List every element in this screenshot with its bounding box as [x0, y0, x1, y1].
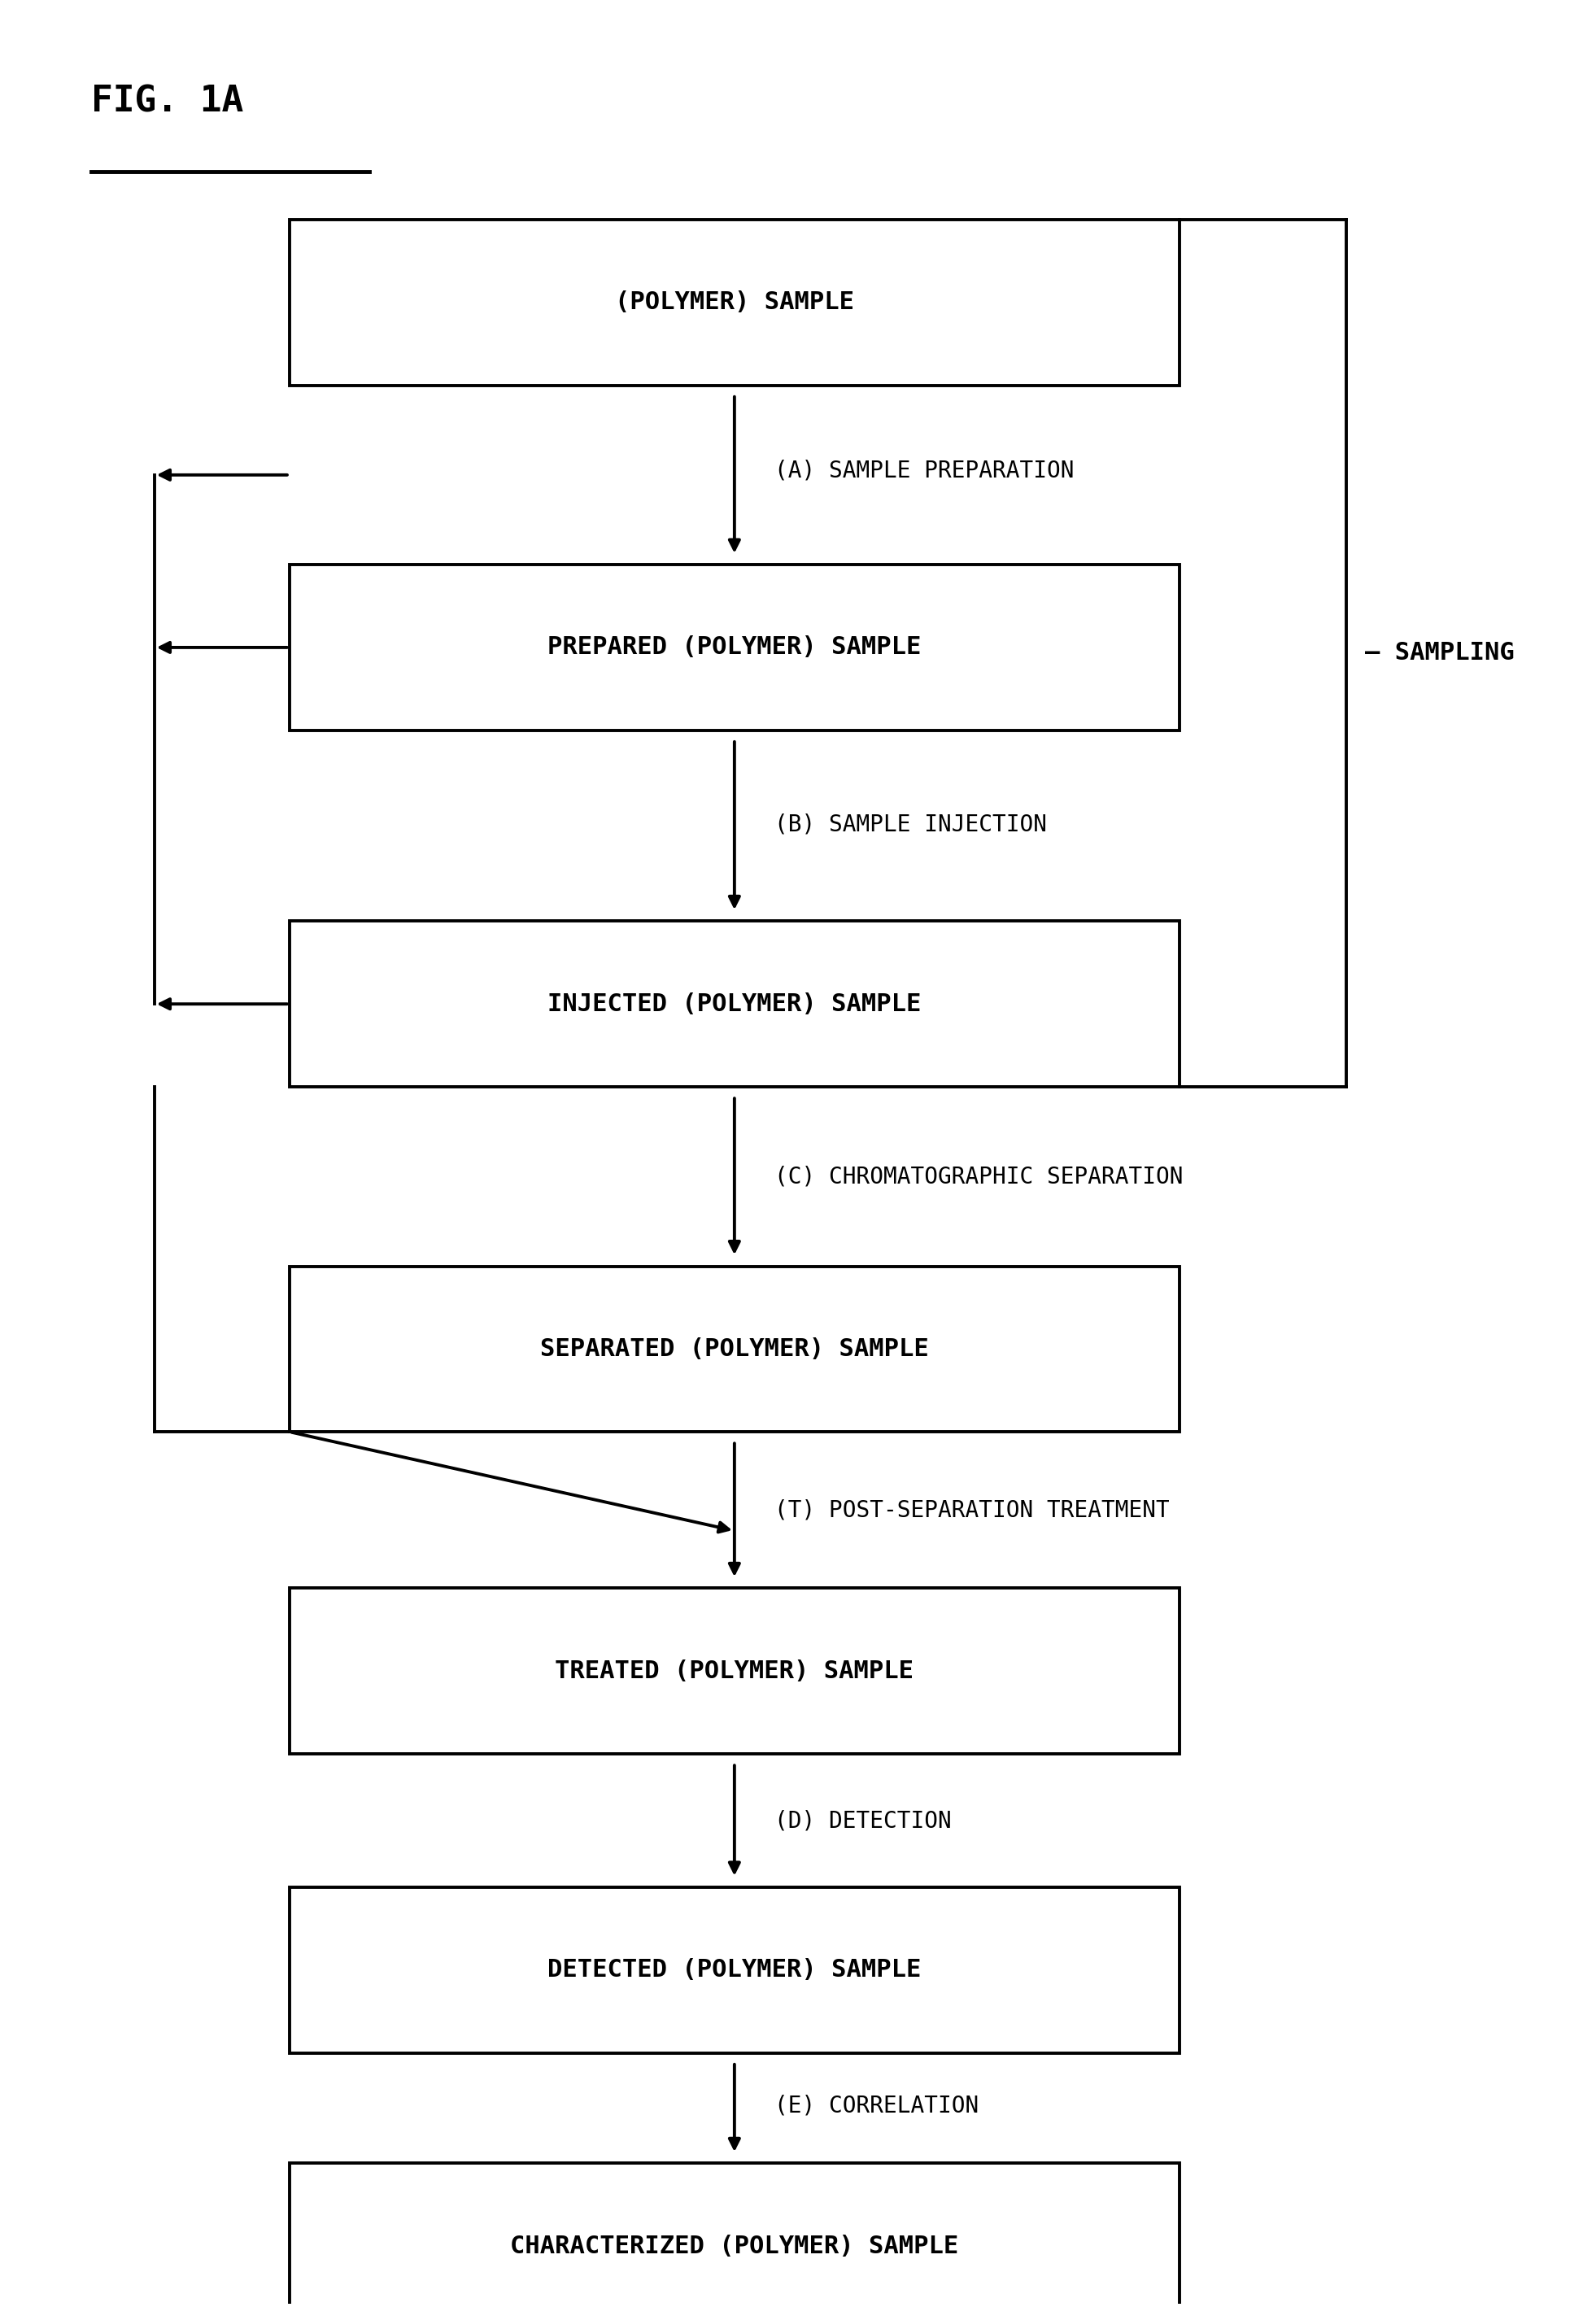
FancyBboxPatch shape — [289, 1887, 1179, 2053]
Text: CHARACTERIZED (POLYMER) SAMPLE: CHARACTERIZED (POLYMER) SAMPLE — [511, 2233, 959, 2259]
Text: (B) SAMPLE INJECTION: (B) SAMPLE INJECTION — [774, 812, 1047, 835]
FancyBboxPatch shape — [289, 920, 1179, 1087]
Text: – SAMPLING: – SAMPLING — [1365, 641, 1515, 664]
Text: DETECTED (POLYMER) SAMPLE: DETECTED (POLYMER) SAMPLE — [547, 1959, 921, 1982]
Text: (D) DETECTION: (D) DETECTION — [774, 1809, 951, 1832]
Text: (POLYMER) SAMPLE: (POLYMER) SAMPLE — [614, 291, 854, 314]
FancyBboxPatch shape — [289, 1587, 1179, 1753]
Text: (A) SAMPLE PREPARATION: (A) SAMPLE PREPARATION — [774, 459, 1074, 482]
Text: FIG. 1A: FIG. 1A — [91, 83, 243, 120]
Text: (T) POST-SEPARATION TREATMENT: (T) POST-SEPARATION TREATMENT — [774, 1500, 1170, 1520]
Text: TREATED (POLYMER) SAMPLE: TREATED (POLYMER) SAMPLE — [555, 1659, 915, 1682]
FancyBboxPatch shape — [289, 2164, 1179, 2307]
Text: PREPARED (POLYMER) SAMPLE: PREPARED (POLYMER) SAMPLE — [547, 637, 921, 660]
FancyBboxPatch shape — [289, 565, 1179, 731]
FancyBboxPatch shape — [289, 219, 1179, 385]
FancyBboxPatch shape — [289, 1267, 1179, 1433]
Text: (C) CHROMATOGRAPHIC SEPARATION: (C) CHROMATOGRAPHIC SEPARATION — [774, 1165, 1183, 1188]
Text: (E) CORRELATION: (E) CORRELATION — [774, 2095, 978, 2118]
Text: INJECTED (POLYMER) SAMPLE: INJECTED (POLYMER) SAMPLE — [547, 992, 921, 1015]
Text: SEPARATED (POLYMER) SAMPLE: SEPARATED (POLYMER) SAMPLE — [539, 1338, 929, 1361]
